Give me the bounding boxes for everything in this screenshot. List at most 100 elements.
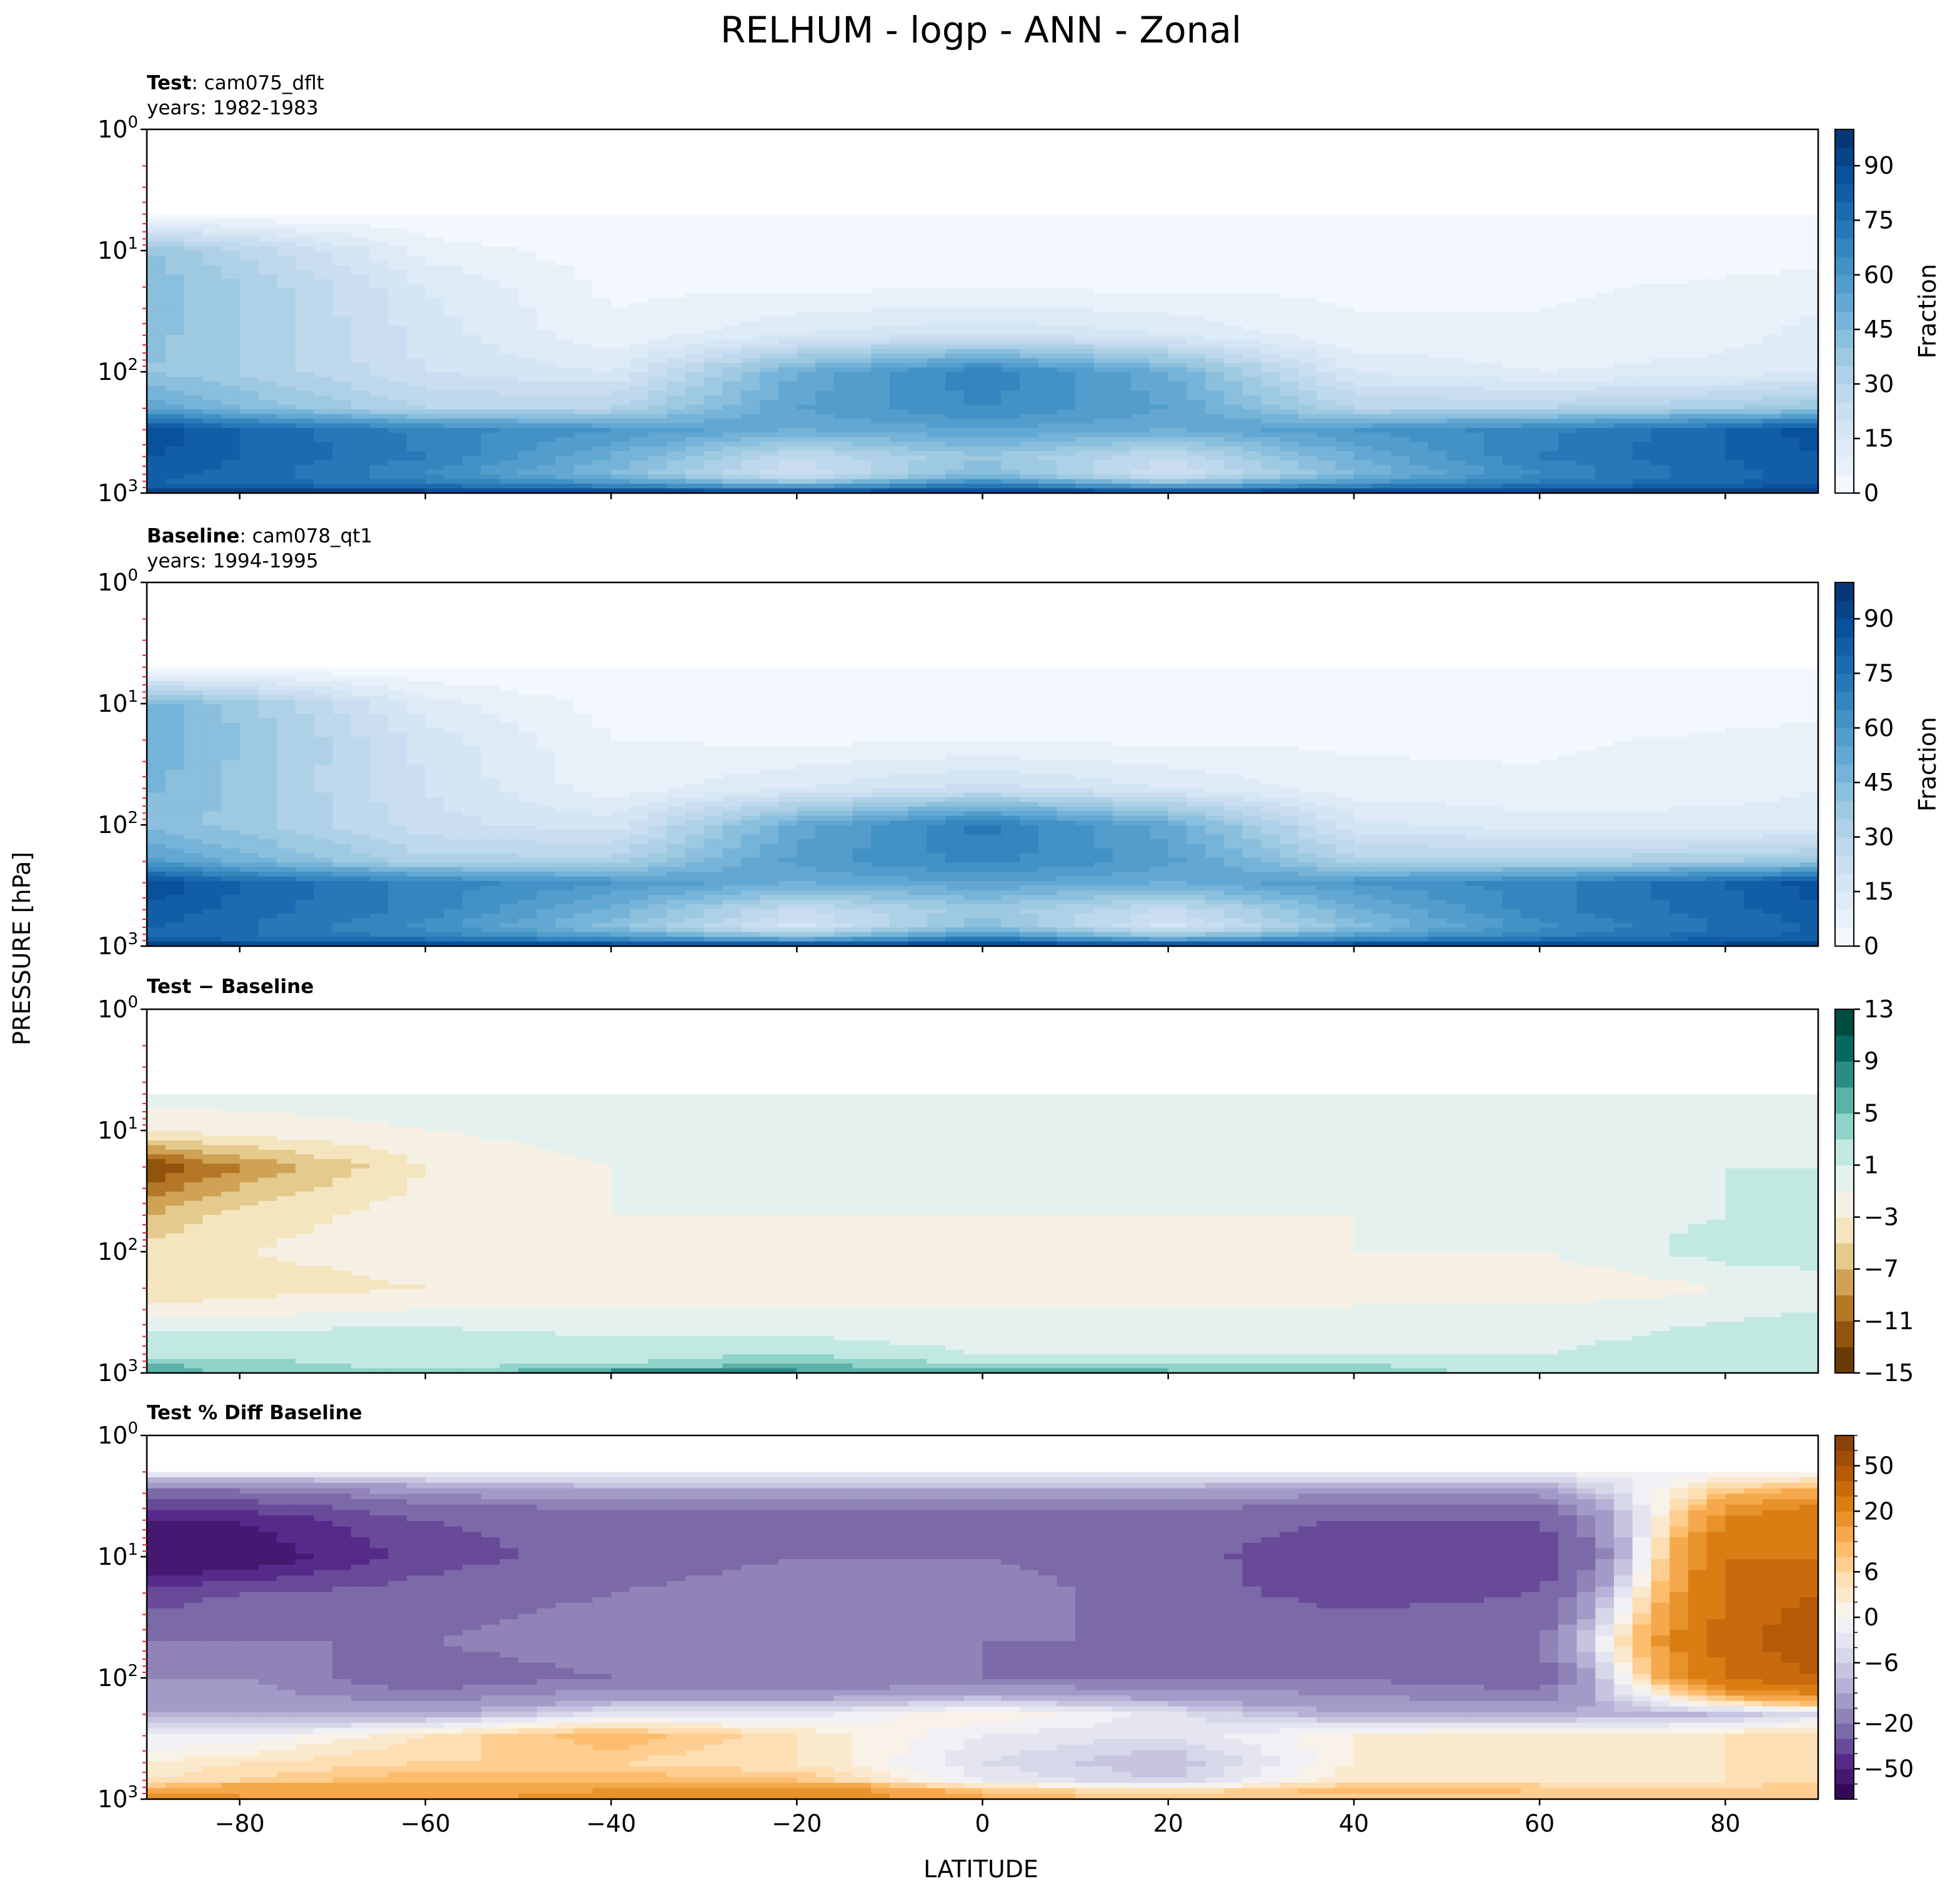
colorbar-tick-label: 45 (1864, 769, 1894, 796)
colorbar-band (1835, 637, 1854, 656)
colorbar-band (1835, 727, 1854, 747)
colorbar-tick-label: 75 (1864, 207, 1894, 234)
panel-title-rest: : cam075_dflt (191, 72, 324, 94)
panel-title: Test − Baseline (147, 975, 314, 998)
colorbar-tick-label: −3 (1864, 1204, 1899, 1231)
colorbar-band (1835, 746, 1854, 765)
colorbar-tick-label: 15 (1864, 425, 1894, 452)
colorbar-band (1835, 1295, 1854, 1322)
colorbar-band (1835, 147, 1854, 166)
colorbar-band (1835, 1647, 1854, 1664)
colorbar-band (1835, 891, 1854, 911)
colorbar-band (1835, 1723, 1854, 1739)
colorbar-band (1835, 582, 1854, 601)
colorbar-band (1835, 1708, 1854, 1724)
colorbar-band (1835, 1450, 1854, 1467)
colorbar-tick-label: 0 (1864, 1604, 1879, 1631)
colorbar-band (1835, 274, 1854, 294)
y-tick-label: 103 (97, 1357, 138, 1387)
colorbar: 0 15 30 45 60 75 90 Fraction (1834, 582, 1941, 960)
colorbar-band (1835, 927, 1854, 947)
y-tick-label: 101 (97, 1114, 138, 1144)
colorbar-tick-label: −50 (1864, 1755, 1914, 1783)
colorbar-band (1835, 1496, 1854, 1512)
colorbar-band (1835, 819, 1854, 837)
colorbar-band (1835, 1587, 1854, 1603)
colorbar-band (1835, 1678, 1854, 1694)
colorbar-band (1835, 1557, 1854, 1572)
colorbar-band (1835, 1061, 1854, 1088)
colorbar-band (1835, 438, 1854, 457)
colorbar-band (1835, 202, 1854, 221)
panel-title-bold: Test − Baseline (147, 975, 314, 998)
y-tick-label: 100 (97, 566, 138, 596)
colorbar-tick-label: 30 (1864, 370, 1894, 397)
x-tick-label: 20 (1153, 1810, 1183, 1837)
y-tick-label: 101 (97, 1540, 138, 1570)
colorbar-tick-label: 9 (1864, 1047, 1879, 1075)
contour-field (147, 129, 1818, 493)
x-tick-label: 60 (1525, 1810, 1555, 1837)
colorbar-band (1835, 909, 1854, 929)
panel-title: Baseline: cam078_qt1 (147, 525, 372, 547)
colorbar-band (1835, 1541, 1854, 1557)
colorbar-band (1835, 1511, 1854, 1527)
colorbar-band (1835, 238, 1854, 257)
colorbar-band (1835, 184, 1854, 202)
colorbar-band (1835, 1662, 1854, 1679)
colorbar-band (1835, 801, 1854, 819)
panel-title-bold: Test (147, 72, 192, 94)
colorbar-band (1835, 220, 1854, 239)
colorbar-frame (1834, 582, 1854, 947)
colorbar-tick-label: 5 (1864, 1099, 1879, 1127)
panel-3: Test − Baseline 100 101 102 103 13 9 5 1 −3 −7 −11 −… (97, 975, 1914, 1387)
panel-2: Baseline: cam078_qt1 years: 1994-1995 100 1… (97, 525, 1941, 960)
colorbar-band (1835, 691, 1854, 711)
y-tick-label: 102 (97, 1662, 138, 1692)
colorbar-band (1835, 1035, 1854, 1062)
y-tick-label: 102 (97, 1235, 138, 1265)
colorbar-band (1835, 474, 1854, 494)
colorbar-band (1835, 1113, 1854, 1140)
colorbar-tick-label: 1 (1864, 1151, 1879, 1179)
colorbar-band (1835, 311, 1854, 330)
y-tick-label: 101 (97, 687, 138, 717)
panel-1: Test: cam075_dflt years: 1982-1983 100 101 1… (97, 72, 1941, 507)
x-tick-label: 40 (1339, 1810, 1369, 1837)
colorbar-band (1835, 1217, 1854, 1244)
colorbar-band (1835, 256, 1854, 276)
colorbar-tick-label: −6 (1864, 1649, 1899, 1677)
y-tick-label: 103 (97, 930, 138, 960)
colorbar-band (1835, 1769, 1854, 1785)
y-tick-label: 101 (97, 234, 138, 264)
x-tick-label: −20 (772, 1810, 822, 1837)
colorbar-tick-label: 13 (1864, 995, 1894, 1023)
colorbar-tick-label: 60 (1864, 261, 1894, 289)
panel-title-rest: : cam078_qt1 (239, 525, 372, 547)
colorbar-band (1835, 873, 1854, 892)
colorbar-tick-label: −11 (1864, 1307, 1914, 1335)
colorbar-tick-label: 15 (1864, 878, 1894, 906)
y-tick-label: 100 (97, 1419, 138, 1449)
colorbar-band (1835, 655, 1854, 674)
colorbar-band (1835, 1139, 1854, 1166)
x-tick-label: −80 (215, 1810, 265, 1837)
colorbar-tick-label: 6 (1864, 1558, 1879, 1585)
colorbar-tick-label: 20 (1864, 1497, 1894, 1525)
colorbar-band (1835, 1009, 1854, 1036)
colorbar: 50 20 6 0 −6 −20 −50 (1834, 1435, 1914, 1800)
contour-field (147, 582, 1818, 946)
y-axis-label: PRESSURE [hPa] (8, 852, 36, 1045)
colorbar-band (1835, 166, 1854, 184)
x-axis-label: LATITUDE (923, 1855, 1038, 1883)
colorbar-tick-label: 0 (1864, 479, 1879, 507)
colorbar-band (1835, 782, 1854, 801)
colorbar-band (1835, 1754, 1854, 1770)
colorbar-frame (1834, 1009, 1854, 1374)
panel-title: Test % Diff Baseline (147, 1402, 362, 1424)
y-tick-label: 100 (97, 993, 138, 1023)
colorbar-band (1835, 1480, 1854, 1497)
colorbar-band (1835, 1165, 1854, 1192)
